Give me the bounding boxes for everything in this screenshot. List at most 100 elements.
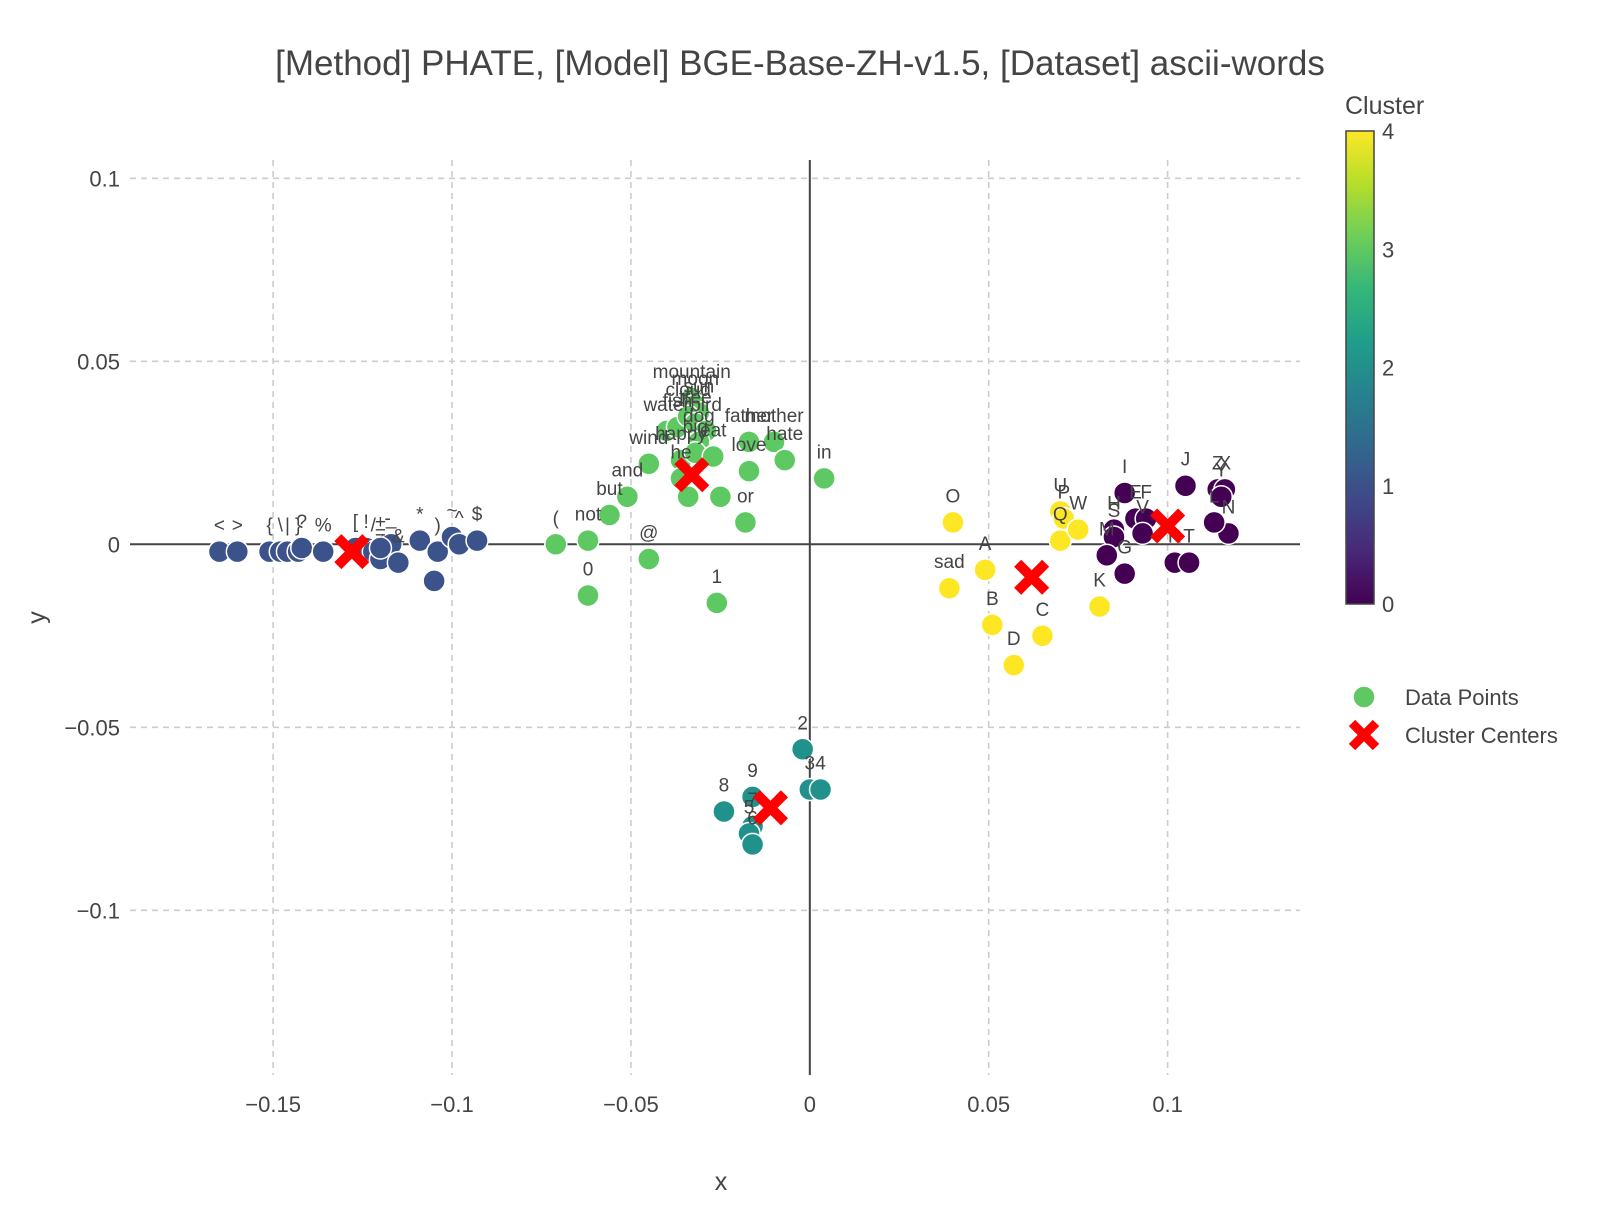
data-point [386,550,411,575]
data-point [225,539,250,564]
data-point [576,528,600,553]
data-point [422,569,446,593]
point-label: mother [744,406,804,427]
data-point [1209,484,1234,509]
point-label: X [1219,453,1232,474]
point-label: = [375,523,386,544]
point-label: D [1007,629,1021,650]
data-point [1112,561,1137,586]
data-point [762,430,786,454]
cluster-center-stroke [752,790,788,826]
data-point [733,510,758,535]
point-label: - [384,508,390,529]
colorbar-tick-label: 4 [1382,119,1394,144]
y-tick-label: −0.05 [64,715,120,740]
data-point [790,737,815,762]
cluster-center-stroke [674,457,710,493]
data-point [576,583,600,608]
point-label: Q [1053,505,1068,526]
point-label: P [1058,483,1071,504]
point-label: V [1136,497,1149,518]
data-point [1048,528,1073,553]
x-tick-label: 0.05 [967,1092,1010,1117]
data-point [773,448,797,472]
point-label: B [986,589,999,610]
point-label: T [1183,527,1195,548]
colorbar-tick-label: 2 [1382,356,1394,381]
point-label: he [670,442,691,463]
point-label: big [683,417,708,438]
data-point [615,484,640,509]
cluster-center-marker [334,534,370,570]
point-label: W [1069,494,1087,515]
legend-marker-data-points [1352,685,1376,709]
x-tick-label: −0.05 [603,1092,659,1117]
data-point [1177,550,1201,575]
point-label: mountain [653,362,731,383]
point-label: bird [690,395,722,416]
point-label: 6 [747,808,758,829]
point-label: 1 [711,567,722,588]
data-point [1002,653,1026,677]
cluster-center-stroke [1014,559,1050,595]
point-label: ( [553,508,560,529]
point-label: G [1117,538,1132,559]
point-label: cloud [665,380,710,401]
data-point [737,459,761,483]
point-label: wind [628,428,668,449]
point-label: [ [353,512,359,533]
y-tick-label: 0.05 [77,349,120,374]
point-label: not [575,505,602,526]
cluster-center-marker [1014,559,1050,595]
x-tick-label: −0.15 [245,1092,301,1117]
cluster-center-stroke [1150,508,1186,544]
point-label: 9 [747,761,758,782]
point-label: % [315,516,332,537]
point-label: Y [1215,461,1228,482]
point-label: O [946,486,961,507]
data-point [1130,521,1155,546]
data-point [597,503,622,527]
point-label: | [285,516,290,537]
point-label: + [375,512,386,533]
colorbar-tick-label: 1 [1382,474,1394,499]
point-label: Z [1212,453,1224,474]
data-point [973,558,997,582]
data-point [408,528,432,553]
cluster-center-marker [752,790,788,826]
point-label: 8 [719,775,730,796]
y-tick-label: 0 [108,532,120,557]
data-point [812,466,836,491]
data-point [708,484,733,509]
point-label: 4 [815,754,826,775]
data-point [808,777,833,802]
point-label: K [1093,571,1106,592]
point-label: ^ [455,508,464,529]
point-label: tree [679,388,712,409]
point-label: in [817,442,832,463]
point-label: C [1036,600,1050,621]
x-tick-label: 0.1 [1152,1092,1183,1117]
data-point [637,452,661,476]
point-label: / [371,516,377,537]
data-point [1030,624,1055,648]
point-label: 3 [805,754,816,775]
data-point [425,539,450,564]
data-point [937,576,962,600]
point-label: < [214,516,225,537]
cluster-center-stroke [334,534,370,570]
point-label: > [232,516,243,537]
point-label: ! [364,512,369,533]
data-point [712,799,736,824]
data-point [1173,473,1198,498]
data-point [740,832,765,857]
point-label: fish [663,391,693,412]
point-label: H [1107,494,1121,515]
point-label: 2 [797,713,808,734]
legend-label-cluster-centers: Cluster Centers [1405,723,1558,748]
data-point [705,591,729,615]
cluster-center-marker [674,457,710,493]
point-label: \ [278,516,284,537]
